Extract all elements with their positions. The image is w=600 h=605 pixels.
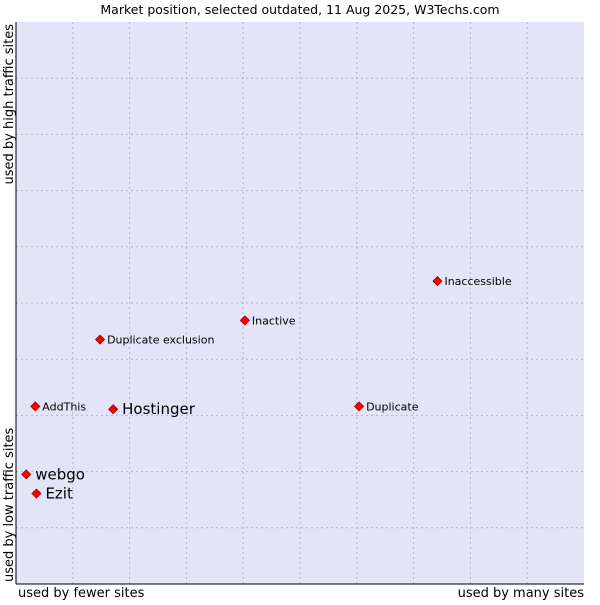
x-axis-label-right: used by many sites xyxy=(458,586,585,600)
data-point-hostinger: Hostinger xyxy=(108,400,196,418)
point-marker-inactive xyxy=(239,315,250,326)
data-point-webgo: webgo xyxy=(21,465,85,483)
grid-lines xyxy=(16,22,584,584)
data-point-duplicate-exclusion: Duplicate exclusion xyxy=(94,334,214,347)
data-point-addthis: AddThis xyxy=(30,400,86,413)
data-point-duplicate: Duplicate xyxy=(354,400,419,413)
point-label-ezit: Ezit xyxy=(45,485,73,503)
y-axis-label-top: used by high traffic sites xyxy=(2,24,17,185)
point-label-inactive: Inactive xyxy=(252,314,296,327)
data-points: Inaccessible Inactive Duplicate exclusion A… xyxy=(21,275,512,503)
point-marker-hostinger xyxy=(108,404,119,415)
data-point-ezit: Ezit xyxy=(31,485,73,503)
point-marker-webgo xyxy=(21,469,32,480)
point-label-addthis: AddThis xyxy=(42,400,86,413)
point-label-webgo: webgo xyxy=(35,465,85,483)
data-point-inactive: Inactive xyxy=(239,314,296,327)
point-marker-inaccessible xyxy=(432,276,443,287)
point-marker-duplicate-exclusion xyxy=(94,334,106,345)
point-marker-ezit xyxy=(31,488,42,499)
data-point-inaccessible: Inaccessible xyxy=(432,275,512,288)
point-marker-addthis xyxy=(30,401,41,412)
y-axis-label-bottom: used by low traffic sites xyxy=(2,427,17,582)
x-axis-label-left: used by fewer sites xyxy=(18,586,145,600)
chart-title: Market position, selected outdated, 11 A… xyxy=(100,2,499,17)
point-label-hostinger: Hostinger xyxy=(122,400,196,418)
point-label-duplicate: Duplicate xyxy=(366,400,419,413)
point-marker-duplicate xyxy=(354,401,365,412)
point-label-duplicate-exclusion: Duplicate exclusion xyxy=(107,334,214,347)
point-label-inaccessible: Inaccessible xyxy=(444,275,511,288)
